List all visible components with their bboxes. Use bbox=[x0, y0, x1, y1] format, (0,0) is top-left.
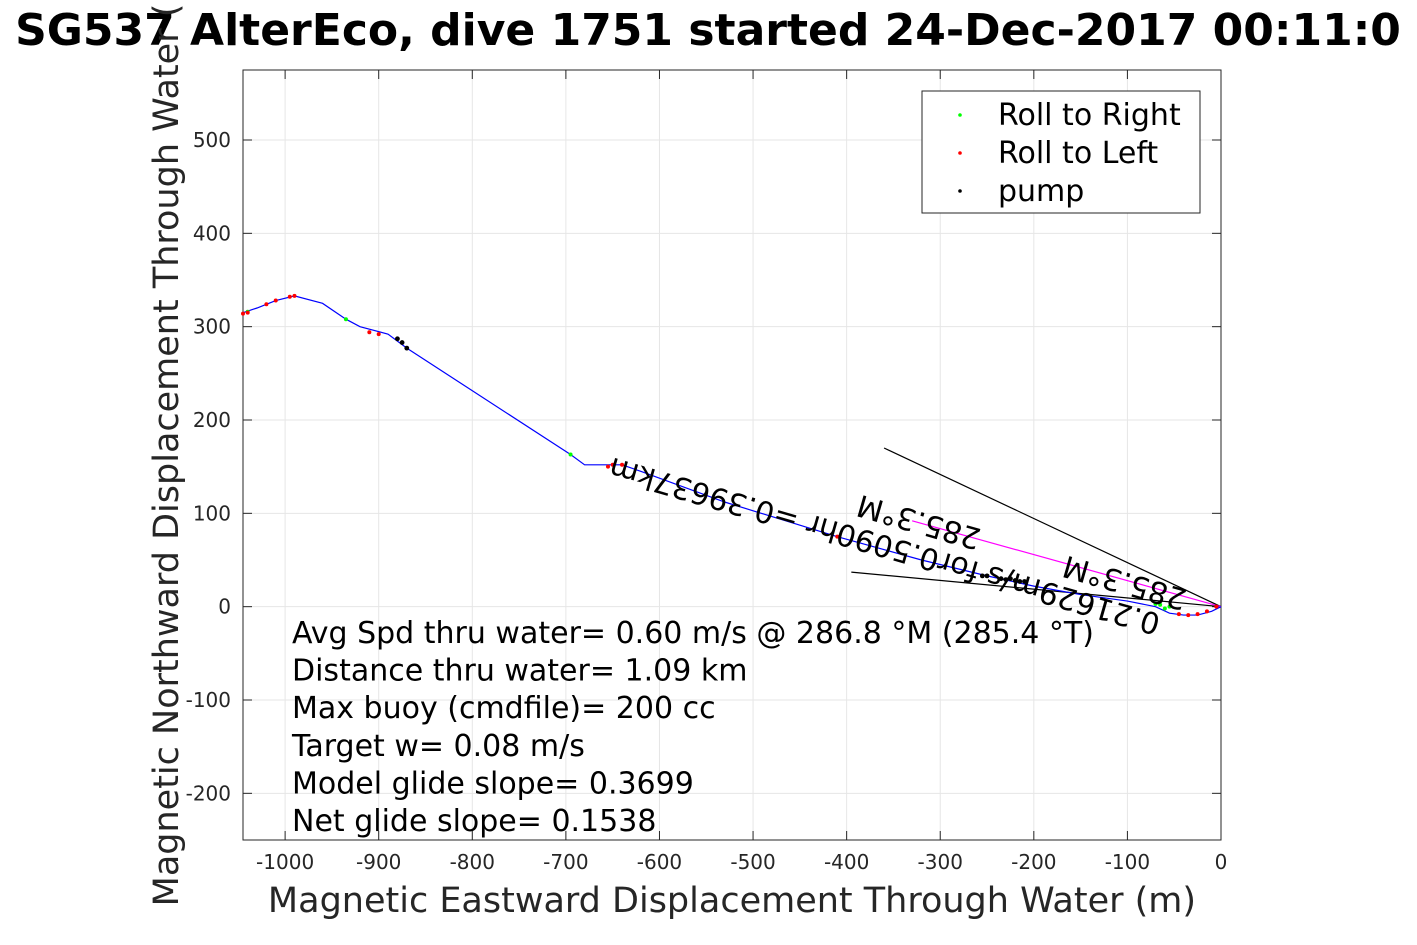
roll-left-point bbox=[241, 311, 245, 316]
annotation-line: Model glide slope= 0.3699 bbox=[292, 766, 694, 801]
plot-area bbox=[242, 69, 1222, 841]
pump-point bbox=[1017, 579, 1023, 584]
x-tick-label: 0 bbox=[1215, 850, 1228, 874]
text-annotations: Avg Spd thru water= 0.60 m/s @ 286.8 °M … bbox=[291, 616, 1094, 839]
pump-point bbox=[399, 340, 405, 345]
x-tick-label: -100 bbox=[1105, 850, 1150, 874]
vector-line bbox=[851, 571, 1222, 608]
y-tick-label: 500 bbox=[193, 128, 231, 152]
track-line bbox=[242, 295, 1222, 616]
roll-left-point bbox=[610, 462, 615, 467]
legend-label-pump: pump bbox=[998, 174, 1084, 209]
legend: Roll to Right Roll to Left pump bbox=[921, 90, 1201, 214]
roll-left-point bbox=[376, 332, 381, 337]
vector-lines bbox=[851, 447, 1222, 608]
roll-left-point bbox=[620, 462, 625, 467]
roll-right-point bbox=[1162, 606, 1167, 611]
rotated-annotation: 0.21629m/s for0.5090hr =0.39637km bbox=[605, 450, 1164, 641]
x-axis-label: Magnetic Eastward Displacement Through W… bbox=[268, 881, 1196, 921]
pump-point bbox=[1012, 578, 1018, 583]
pump-point bbox=[979, 573, 985, 579]
annotation-line: Target w= 0.08 m/s bbox=[291, 729, 585, 764]
track-polyline bbox=[242, 295, 1222, 616]
roll-left-point bbox=[245, 310, 250, 315]
legend-label-roll-left: Roll to Left bbox=[998, 136, 1158, 171]
roll-left-point bbox=[1195, 612, 1200, 617]
annotation-line: Max buoy (cmdfile)= 200 cc bbox=[292, 691, 716, 726]
y-tick-label: 400 bbox=[193, 221, 231, 245]
annotation-line: Avg Spd thru water= 0.60 m/s @ 286.8 °M … bbox=[292, 616, 1094, 651]
pump-point bbox=[395, 336, 400, 342]
roll-left-point bbox=[1214, 604, 1219, 609]
x-tick-label: -600 bbox=[637, 850, 682, 874]
x-tick-label: -300 bbox=[918, 850, 963, 874]
roll-left-point bbox=[1186, 613, 1191, 618]
x-tick-label: -800 bbox=[450, 850, 495, 874]
roll-right-point bbox=[1153, 601, 1158, 606]
pump-point bbox=[1003, 577, 1009, 582]
pump-point bbox=[404, 345, 410, 351]
pump-point bbox=[998, 576, 1004, 582]
y-tick-label: -200 bbox=[186, 781, 231, 805]
axis-ticks: -1000 -900 -800 -700 -600 -500 -400 -300 -200 -10… bbox=[186, 70, 1228, 874]
y-tick-label: 100 bbox=[193, 501, 231, 525]
roll-left-point bbox=[287, 294, 292, 299]
vector-line bbox=[883, 447, 1222, 608]
roll-left-point bbox=[605, 464, 610, 469]
roll-left-point bbox=[835, 534, 840, 539]
pump-point bbox=[984, 573, 990, 579]
x-tick-label: -400 bbox=[824, 850, 869, 874]
legend-marker-roll-right bbox=[958, 113, 962, 117]
roll-left-point bbox=[264, 302, 269, 307]
legend-marker-roll-left bbox=[958, 151, 962, 155]
roll-left-point bbox=[273, 298, 278, 303]
pump-point bbox=[1022, 579, 1027, 584]
y-tick-label: -100 bbox=[186, 688, 231, 712]
chart-title: SG537 AlterEco, dive 1751 started 24-Dec… bbox=[15, 5, 1401, 56]
roll-left-point bbox=[1176, 612, 1181, 617]
roll-left-point bbox=[292, 293, 297, 298]
x-tick-label: -700 bbox=[543, 850, 588, 874]
legend-box bbox=[921, 90, 1201, 214]
y-tick-label: 0 bbox=[218, 595, 231, 619]
x-tick-label: -200 bbox=[1011, 850, 1056, 874]
roll-right-point bbox=[1158, 602, 1163, 607]
annotation-line: Net glide slope= 0.1538 bbox=[292, 804, 656, 839]
annotation-line: Distance thru water= 1.09 km bbox=[292, 654, 747, 689]
legend-marker-pump bbox=[958, 189, 962, 193]
y-tick-label: 200 bbox=[193, 408, 231, 432]
roll-left-point bbox=[367, 330, 372, 335]
roll-right-point bbox=[343, 317, 348, 322]
x-tick-label: -900 bbox=[356, 850, 401, 874]
markers bbox=[241, 293, 1219, 618]
vector-line bbox=[911, 520, 1222, 608]
pump-point bbox=[1008, 576, 1013, 582]
legend-label-roll-right: Roll to Right bbox=[998, 98, 1181, 133]
roll-right-point bbox=[1167, 604, 1172, 609]
roll-right-point bbox=[568, 452, 573, 457]
y-axis-label: Magnetic Northward Displacement Through … bbox=[147, 4, 187, 907]
roll-left-point bbox=[1204, 609, 1209, 614]
y-tick-label: 300 bbox=[193, 315, 231, 339]
x-tick-label: -1000 bbox=[256, 850, 314, 874]
rotated-annotations: 0.21629m/s for0.5090hr =0.39637km285.3°M… bbox=[605, 450, 1190, 641]
x-tick-label: -500 bbox=[730, 850, 775, 874]
